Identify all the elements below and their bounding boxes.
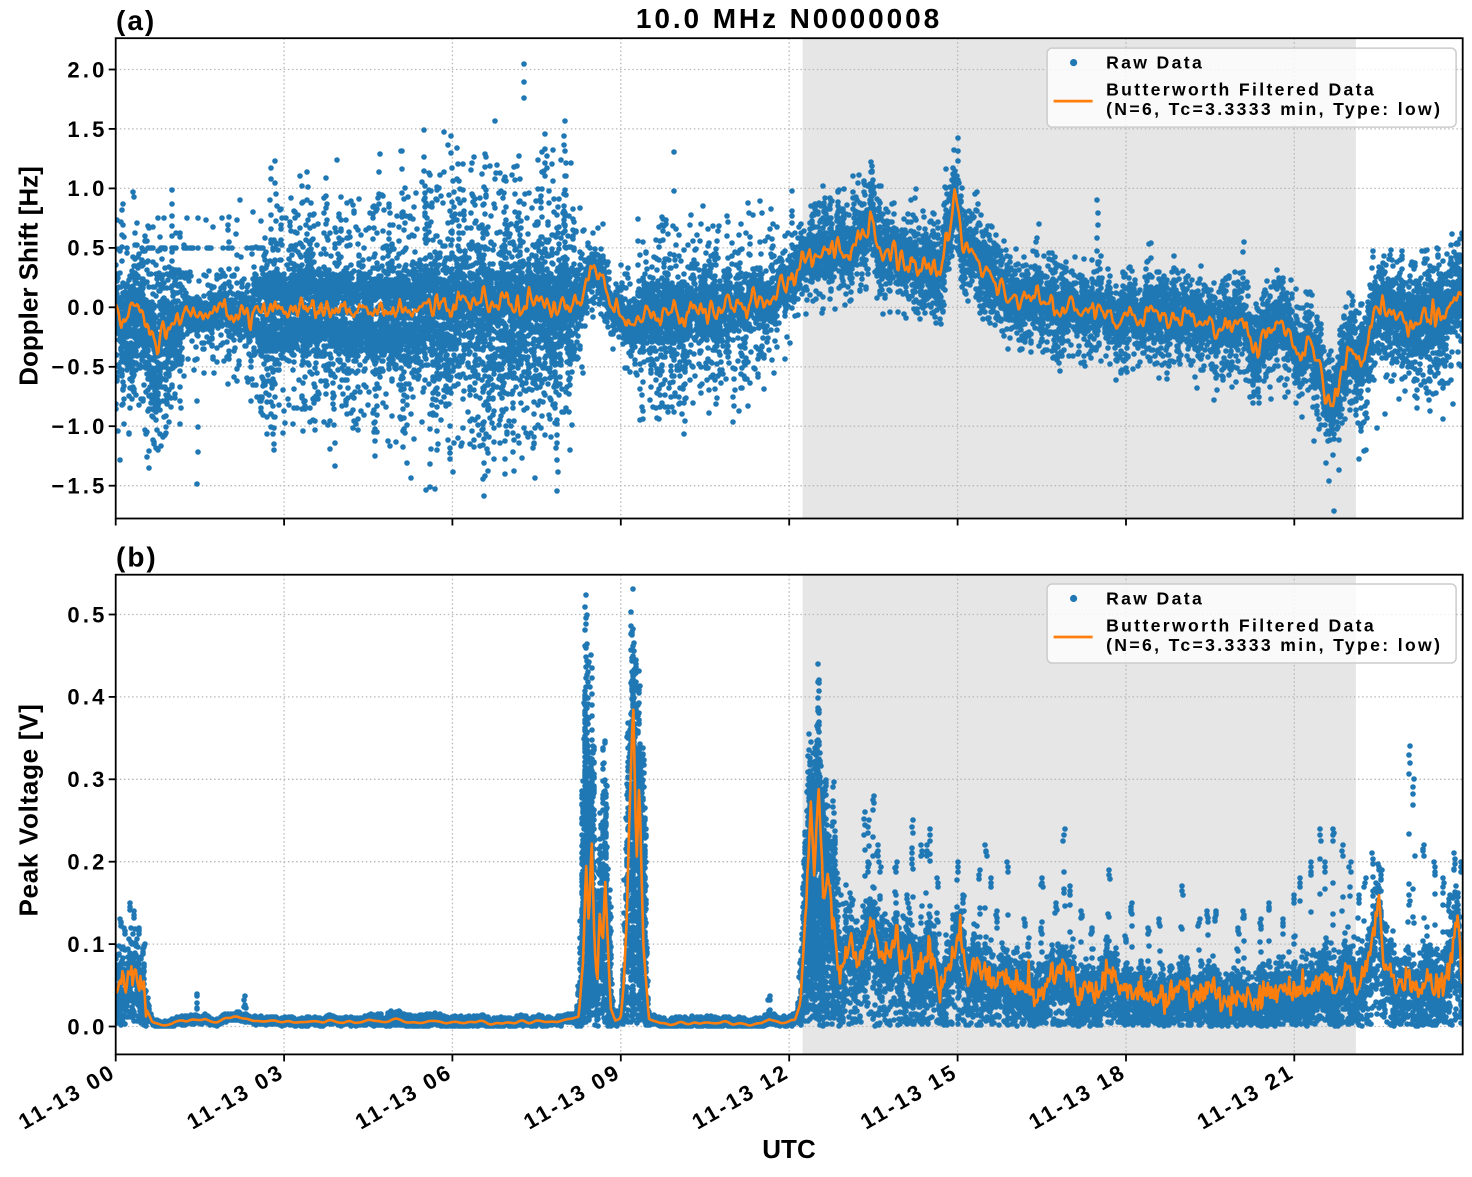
svg-text:0.5: 0.5 <box>67 602 107 627</box>
svg-text:0.1: 0.1 <box>67 932 107 957</box>
svg-text:−0.5: −0.5 <box>51 355 107 380</box>
svg-text:−1.0: −1.0 <box>51 414 107 439</box>
svg-text:0.0: 0.0 <box>67 1014 107 1039</box>
svg-text:Peak Voltage [V]: Peak Voltage [V] <box>14 703 44 916</box>
svg-text:Butterworth Filtered Data: Butterworth Filtered Data <box>1106 80 1376 100</box>
svg-text:0.5: 0.5 <box>67 236 107 261</box>
svg-text:0.4: 0.4 <box>67 685 107 710</box>
svg-text:Doppler Shift [Hz]: Doppler Shift [Hz] <box>14 166 44 386</box>
svg-text:−1.5: −1.5 <box>51 474 107 499</box>
svg-text:UTC: UTC <box>762 1134 816 1164</box>
svg-text:(a): (a) <box>116 5 156 36</box>
svg-text:1.0: 1.0 <box>67 176 107 201</box>
svg-text:Butterworth Filtered Data: Butterworth Filtered Data <box>1106 616 1376 636</box>
svg-text:Raw Data: Raw Data <box>1106 53 1204 73</box>
svg-text:(N=6, Tc=3.3333 min, Type: low: (N=6, Tc=3.3333 min, Type: low) <box>1106 635 1442 655</box>
svg-text:0.0: 0.0 <box>67 295 107 320</box>
svg-text:(b): (b) <box>116 542 158 573</box>
svg-text:0.2: 0.2 <box>67 850 107 875</box>
svg-text:0.3: 0.3 <box>67 767 107 792</box>
svg-text:Raw Data: Raw Data <box>1106 589 1204 609</box>
svg-text:2.0: 2.0 <box>67 57 107 82</box>
svg-text:10.0 MHz N0000008: 10.0 MHz N0000008 <box>636 3 942 34</box>
svg-text:(N=6, Tc=3.3333 min, Type: low: (N=6, Tc=3.3333 min, Type: low) <box>1106 99 1442 119</box>
svg-text:1.5: 1.5 <box>67 117 107 142</box>
